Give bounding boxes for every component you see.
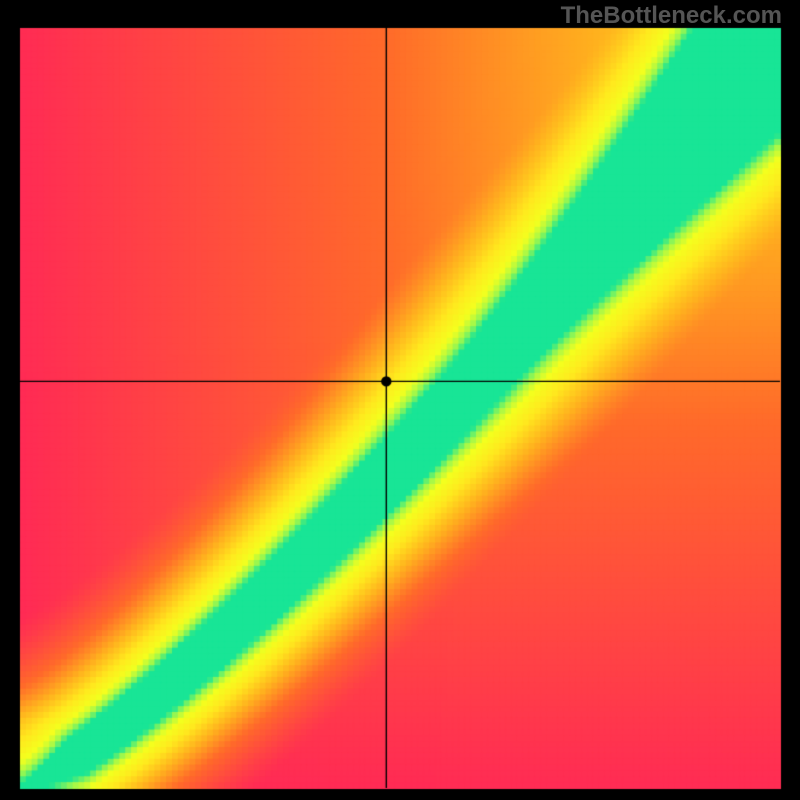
bottleneck-heatmap — [0, 0, 800, 800]
chart-container: TheBottleneck.com — [0, 0, 800, 800]
watermark-text: TheBottleneck.com — [561, 2, 782, 30]
